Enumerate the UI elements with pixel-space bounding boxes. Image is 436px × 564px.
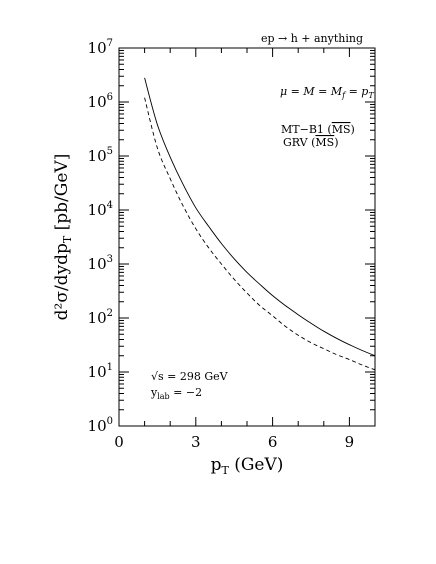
series-line-solid [144,77,376,357]
y-tick-label: 104 [88,200,113,219]
x-tick-labels: 0 3 6 9 [114,433,354,451]
x-tick-label: 0 [114,433,124,451]
x-tick-label: 9 [345,433,355,451]
y-axis-title: d²σ/dydpT [pb/GeV] [52,154,74,321]
axis-ticks [118,47,376,427]
x-axis-title: pT (GeV) [211,455,284,477]
y-tick-label: 102 [88,308,113,327]
y-tick-label: 101 [88,362,113,381]
x-tick-label: 3 [191,433,201,451]
data-series [144,77,376,371]
y-tick-labels: 100 101 102 103 104 105 106 107 [88,38,113,435]
pdf-set-1-label: MT−B1 (MS) [281,123,355,136]
y-tick-label: 100 [88,416,113,435]
scale-annotation: μ = M = Mf = pT [280,85,374,100]
series-line-dashed [144,97,376,371]
y-tick-label: 105 [88,146,113,165]
y-tick-label: 103 [88,254,113,273]
y-tick-label: 106 [88,92,113,111]
energy-annotation: √s = 298 GeV [151,370,229,383]
y-tick-label: 107 [88,38,113,57]
x-tick-label: 6 [268,433,278,451]
rapidity-annotation: ylab = −2 [150,386,202,401]
pdf-set-2-label: GRV (MS) [283,136,339,149]
chart-title: ep → h + anything [261,32,363,45]
